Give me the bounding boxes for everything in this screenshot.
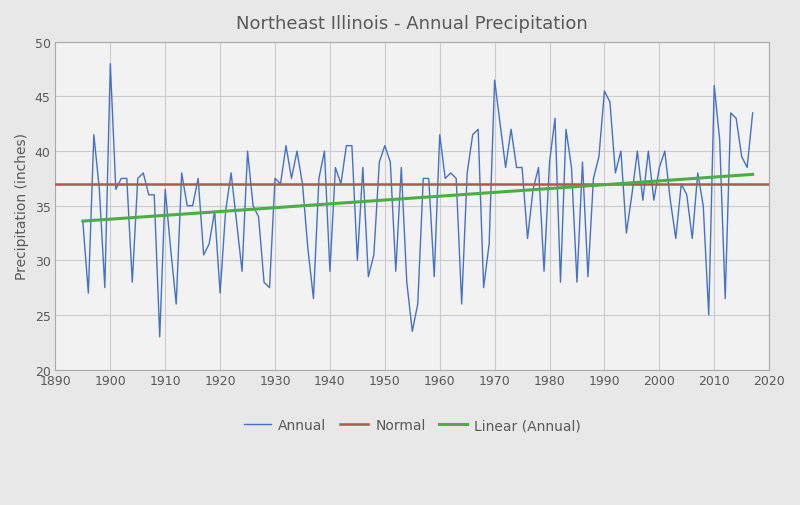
- Y-axis label: Precipitation (inches): Precipitation (inches): [15, 133, 29, 280]
- Title: Northeast Illinois - Annual Precipitation: Northeast Illinois - Annual Precipitatio…: [236, 15, 588, 33]
- Legend: Annual, Normal, Linear (Annual): Annual, Normal, Linear (Annual): [238, 413, 586, 438]
